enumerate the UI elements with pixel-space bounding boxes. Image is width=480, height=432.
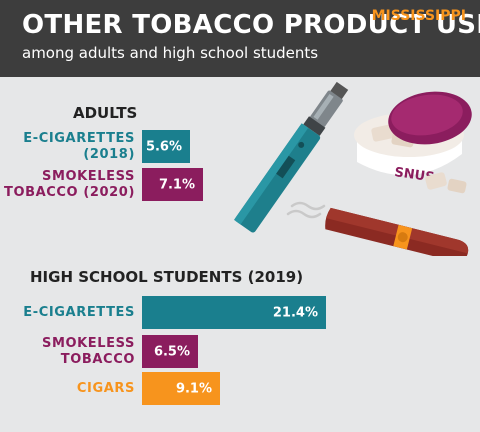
high-school-section-title: HIGH SCHOOL STUDENTS (2019) (30, 268, 304, 286)
bar: 5.6% (142, 130, 190, 163)
category-label: SMOKELESS TOBACCO (2020) (3, 168, 135, 200)
category-label: E-CIGARETTES (2018) (23, 130, 135, 162)
bar: 7.1% (142, 168, 203, 201)
state-label: MISSISSIPPI (371, 8, 466, 24)
page-subtitle: among adults and high school students (22, 44, 319, 62)
bar: 21.4% (142, 296, 326, 329)
bar-value-label: 7.1% (158, 177, 195, 192)
bar-value-label: 9.1% (175, 381, 212, 396)
category-label: SMOKELESS TOBACCO (41, 335, 135, 367)
category-label: CIGARS (76, 380, 135, 396)
vape-pen-icon (233, 81, 349, 233)
snus-tin-icon: SNUS (354, 91, 472, 194)
tobacco-illustration: SNUS (233, 81, 472, 256)
bar-value-label: 21.4% (272, 305, 318, 320)
cigar-icon (325, 207, 469, 256)
bar: 9.1% (142, 372, 220, 405)
snus-label: SNUS (393, 165, 435, 185)
bar-value-label: 6.5% (153, 344, 190, 359)
adults-section-title: ADULTS (73, 104, 138, 122)
page-title: OTHER TOBACCO PRODUCT USE (22, 10, 480, 40)
bar: 6.5% (142, 335, 198, 368)
bar-value-label: 5.6% (145, 139, 182, 154)
category-label: E-CIGARETTES (23, 304, 135, 320)
header-banner: OTHER TOBACCO PRODUCT USE among adults a… (0, 0, 480, 77)
smoke-icon (286, 201, 326, 219)
